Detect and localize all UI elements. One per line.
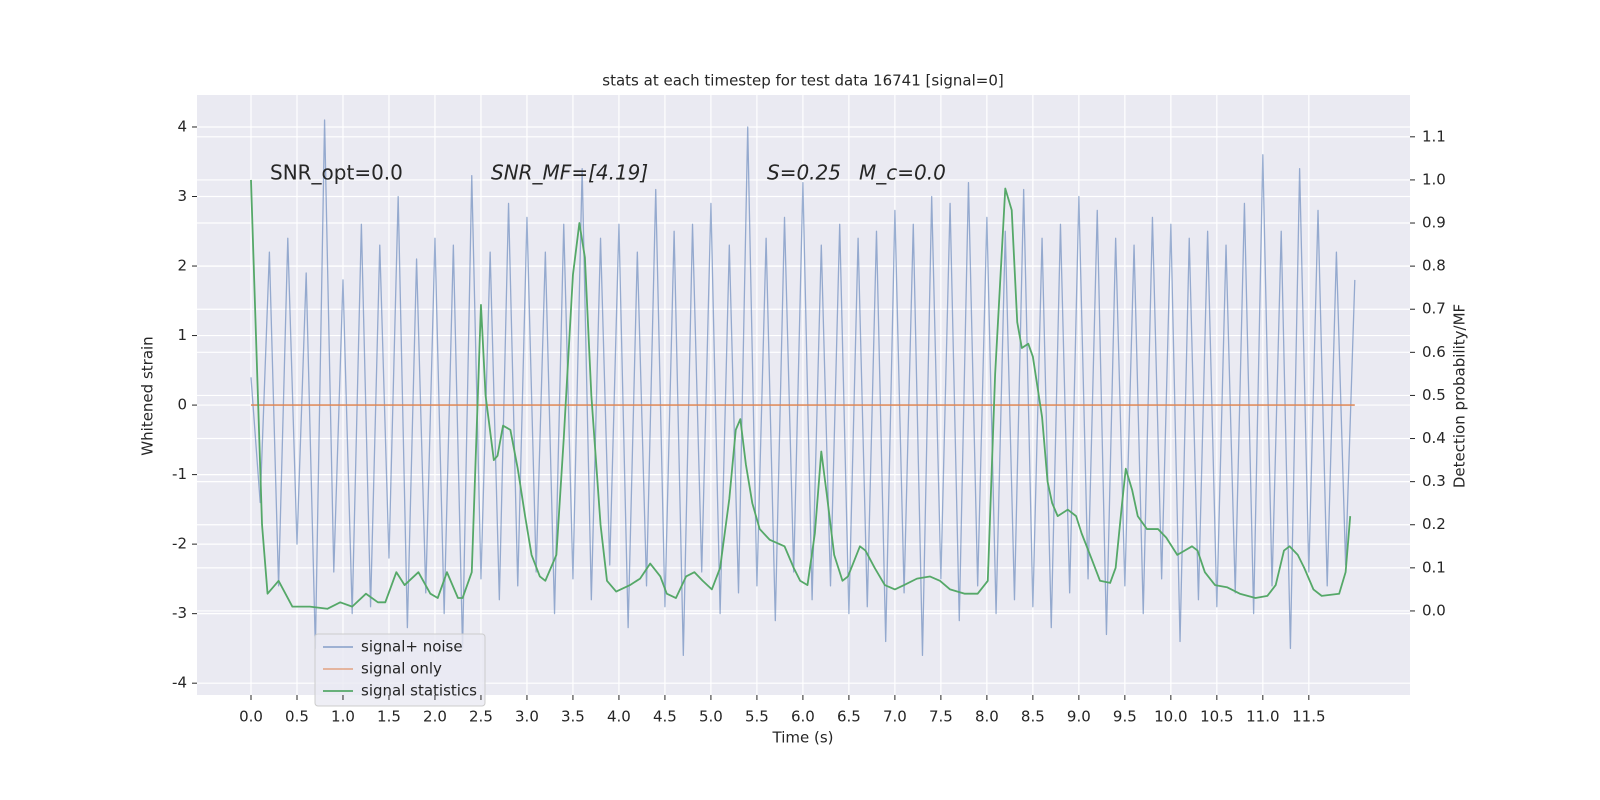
lines [250,119,1356,657]
legend-label: signal statistics [361,682,477,700]
y2-tick-label: 0.4 [1422,429,1446,447]
annotation: S=0.25 [767,161,841,185]
legend-label: signal+ noise [361,638,463,656]
y-tick-label: 3 [177,187,187,205]
x-tick-label: 6.0 [791,708,815,726]
annotation: SNR_opt=0.0 [270,161,403,185]
annotation: SNR_MF=[4.19] [491,161,648,185]
line-series [250,119,1356,657]
y2-tick-label: 0.3 [1422,472,1446,490]
y2-tick-label: 0.1 [1422,558,1446,576]
x-tick-label: 3.0 [515,708,539,726]
x-tick-label: 2.0 [423,708,447,726]
x-tick-label: 0.0 [239,708,263,726]
y2-tick-label: 1.1 [1422,127,1446,145]
legend-box [314,633,486,707]
x-tick-label: 4.0 [607,708,631,726]
legend: signal+ noise signal only signal statistic… [314,633,486,707]
y-axis-label: Whitened strain [139,336,157,455]
x-tick-label: 8.5 [1021,708,1045,726]
y2-tick-label: 1.0 [1422,170,1446,188]
y2-tick-label: 0.8 [1422,257,1446,275]
x-tick-label: 10.0 [1154,708,1187,726]
y-tick-label: -3 [172,604,187,622]
legend-label: signal only [361,660,442,678]
x-tick-label: 2.5 [469,708,493,726]
x-tick-label: 5.5 [745,708,769,726]
x-tick-label: 1.0 [331,708,355,726]
y-tick-label: -1 [172,465,187,483]
y-tick-label: -4 [172,674,187,692]
x-tick-label: 6.5 [837,708,861,726]
y-tick-label: 1 [177,326,187,344]
line-series [250,179,1352,610]
x-tick-label: 1.5 [377,708,401,726]
x-tick-label: 9.0 [1067,708,1091,726]
y2-axis-label: Detection probability/MF [1451,304,1469,488]
x-tick-label: 0.5 [285,708,309,726]
chart-title: stats at each timestep for test data 167… [602,72,1003,90]
annotation: M_c=0.0 [859,161,946,185]
x-tick-label: 9.5 [1113,708,1137,726]
x-tick-label: 5.0 [699,708,723,726]
y2-tick-label: 0.2 [1422,515,1446,533]
x-tick-label: 3.5 [561,708,585,726]
y2-tick-label: 0.9 [1422,214,1446,232]
y-tick-label: 4 [177,117,187,135]
x-tick-label: 10.5 [1200,708,1233,726]
x-tick-label: 4.5 [653,708,677,726]
x-tick-label: 11.5 [1292,708,1325,726]
x-tick-label: 7.5 [929,708,953,726]
y-tick-label: -2 [172,535,187,553]
x-axis-label: Time (s) [772,729,834,747]
y2-tick-label: 0.6 [1422,343,1446,361]
x-tick-label: 11.0 [1246,708,1279,726]
x-tick-label: 8.0 [975,708,999,726]
grid [197,95,1410,695]
y-tick-label: 2 [177,257,187,275]
y-tick-label: 0 [177,396,187,414]
y2-tick-label: 0.7 [1422,300,1446,318]
y2-tick-label: 0.0 [1422,601,1446,619]
y2-tick-label: 0.5 [1422,386,1446,404]
x-tick-label: 7.0 [883,708,907,726]
